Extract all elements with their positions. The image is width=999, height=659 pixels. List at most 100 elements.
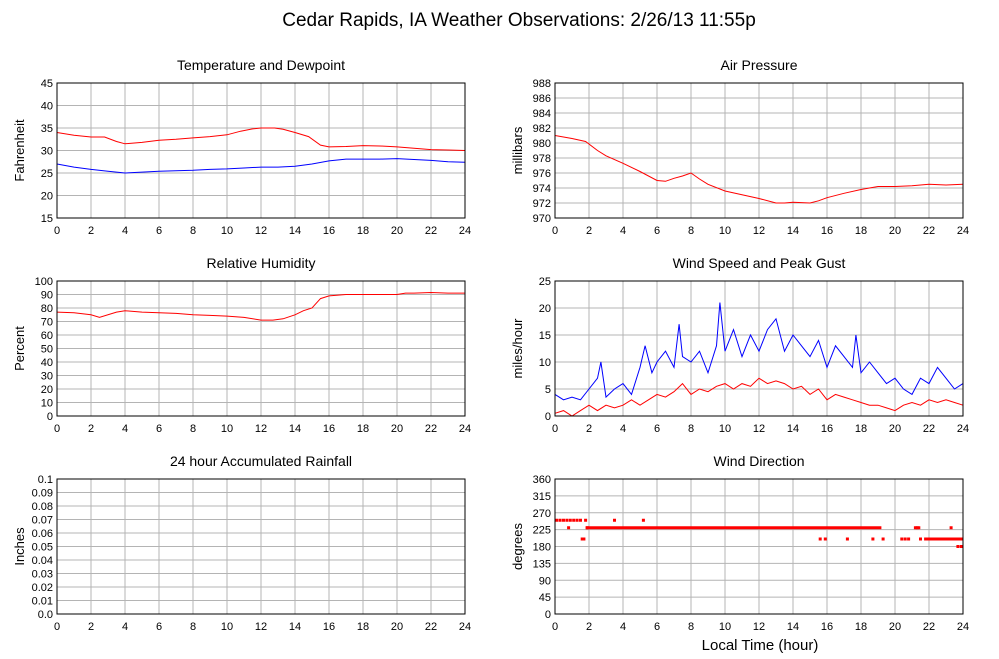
x-tick-label: 16: [323, 621, 335, 633]
y-tick-label: 0.08: [32, 501, 53, 513]
panel-pressure: Air Pressure millibars 970 972 974 976 978 980 9…: [510, 57, 969, 237]
x-tick-label: 10: [719, 621, 731, 633]
x-tick-label: 14: [787, 423, 799, 435]
panel-title: Temperature and Dewpoint: [177, 57, 345, 73]
plot-frame: [554, 82, 964, 219]
wind-direction-point: [881, 537, 885, 541]
x-tick-label: 10: [719, 225, 731, 237]
x-tick-label: 10: [719, 423, 731, 435]
wind-direction-point: [562, 518, 565, 522]
y-tick-label: 5: [545, 384, 551, 396]
x-tick-label: 22: [923, 621, 935, 633]
wind-direction-point: [580, 537, 584, 541]
y-tick-label: 10: [539, 357, 551, 369]
x-tick-label: 24: [957, 423, 969, 435]
x-tick-label: 2: [88, 225, 94, 237]
plot-frame: [56, 478, 466, 615]
series-line-pressure-0: [554, 135, 964, 204]
y-tick-label: 90: [41, 290, 53, 302]
panel-title: Relative Humidity: [207, 255, 316, 271]
x-tick-label: 2: [586, 621, 592, 633]
y-tick-label: 40: [41, 357, 53, 369]
wind-direction-point: [959, 545, 963, 548]
y-tick-label: 0.09: [32, 488, 53, 500]
wind-direction-point: [572, 518, 576, 522]
x-tick-label: 24: [459, 621, 471, 633]
x-tick-label: 24: [459, 225, 471, 237]
x-tick-label: 4: [122, 621, 128, 633]
x-tick-label: 14: [787, 225, 799, 237]
wind-direction-point: [579, 518, 582, 522]
wind-direction-point: [567, 526, 571, 530]
x-tick-label: 20: [391, 225, 403, 237]
y-tick-label: 0.01: [32, 596, 53, 608]
y-tick-label: 0.06: [32, 528, 53, 540]
panel-title: Wind Speed and Peak Gust: [673, 255, 846, 271]
y-tick-label: 20: [41, 384, 53, 396]
wind-direction-point: [871, 537, 875, 541]
x-tick-label: 6: [156, 225, 162, 237]
plot-frame: [554, 478, 964, 615]
x-tick-label: 4: [620, 225, 626, 237]
x-tick-label: 0: [54, 225, 60, 237]
y-tick-label: 980: [533, 138, 551, 150]
x-tick-label: 8: [190, 225, 196, 237]
series-line-temp-1: [56, 158, 466, 174]
page-title: Cedar Rapids, IA Weather Observations: 2…: [282, 10, 756, 31]
x-tick-label: 24: [957, 225, 969, 237]
x-tick-label: 8: [688, 423, 694, 435]
x-tick-label: 22: [425, 423, 437, 435]
x-tick-label: 24: [459, 423, 471, 435]
wind-direction-point: [917, 526, 921, 530]
x-tick-label: 0: [552, 225, 558, 237]
y-tick-label: 0.1: [38, 474, 53, 486]
x-tick-label: 8: [688, 225, 694, 237]
x-tick-label: 12: [255, 621, 267, 633]
x-tick-label: 0: [552, 621, 558, 633]
x-tick-label: 12: [753, 225, 765, 237]
x-tick-label: 14: [289, 621, 301, 633]
x-tick-label: 12: [255, 423, 267, 435]
y-tick-label: 974: [533, 183, 551, 195]
y-tick-label: 30: [41, 146, 53, 158]
x-tick-label: 10: [221, 423, 233, 435]
y-tick-label: 225: [533, 525, 551, 537]
y-tick-label: 15: [539, 330, 551, 342]
x-tick-label: 20: [391, 621, 403, 633]
y-tick-label: 986: [533, 93, 551, 105]
y-tick-label: 40: [41, 101, 53, 113]
y-tick-label: 0: [47, 411, 53, 423]
y-axis-label: degrees: [510, 523, 525, 570]
x-tick-label: 6: [654, 225, 660, 237]
y-tick-label: 0: [545, 411, 551, 423]
x-tick-label: 4: [122, 225, 128, 237]
y-tick-label: 80: [41, 303, 53, 315]
y-tick-label: 20: [41, 191, 53, 203]
series-line-temp-0: [56, 127, 466, 151]
x-tick-label: 14: [787, 621, 799, 633]
x-tick-label: 18: [855, 621, 867, 633]
wind-direction-point: [949, 526, 953, 530]
y-tick-label: 135: [533, 558, 551, 570]
x-tick-label: 16: [821, 621, 833, 633]
y-tick-label: 35: [41, 123, 53, 135]
y-tick-label: 15: [41, 213, 53, 225]
y-tick-label: 978: [533, 153, 551, 165]
wind-direction-point: [907, 537, 911, 541]
y-axis-label: millibars: [510, 126, 525, 174]
x-tick-label: 20: [889, 423, 901, 435]
wind-direction-point: [919, 537, 922, 541]
wind-direction-point: [818, 537, 822, 541]
x-tick-label: 10: [221, 225, 233, 237]
wind-direction-point: [903, 537, 907, 541]
panel-direction: Wind Directiondegrees0459013518022527031…: [510, 453, 969, 633]
x-tick-label: 18: [855, 423, 867, 435]
x-tick-label: 22: [923, 423, 935, 435]
y-tick-label: 0.07: [32, 515, 53, 527]
wind-direction-point: [915, 526, 919, 530]
y-tick-label: 25: [41, 168, 53, 180]
x-tick-label: 14: [289, 423, 301, 435]
panel-title: 24 hour Accumulated Rainfall: [170, 453, 352, 469]
wind-direction-point: [845, 537, 849, 541]
